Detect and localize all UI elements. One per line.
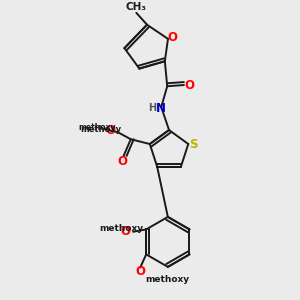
Text: O: O: [184, 79, 194, 92]
Text: methoxy: methoxy: [80, 124, 122, 134]
Text: S: S: [189, 137, 198, 151]
Text: O: O: [117, 155, 128, 168]
Text: CH₃: CH₃: [126, 2, 147, 12]
Text: O: O: [135, 265, 145, 278]
Text: methoxy: methoxy: [145, 275, 189, 284]
Text: O: O: [120, 225, 130, 238]
Text: methoxy: methoxy: [99, 224, 143, 233]
Text: O: O: [167, 31, 177, 44]
Text: H: H: [148, 103, 156, 113]
Text: N: N: [156, 102, 166, 115]
Text: methoxy: methoxy: [79, 123, 116, 132]
Text: O: O: [105, 124, 115, 137]
